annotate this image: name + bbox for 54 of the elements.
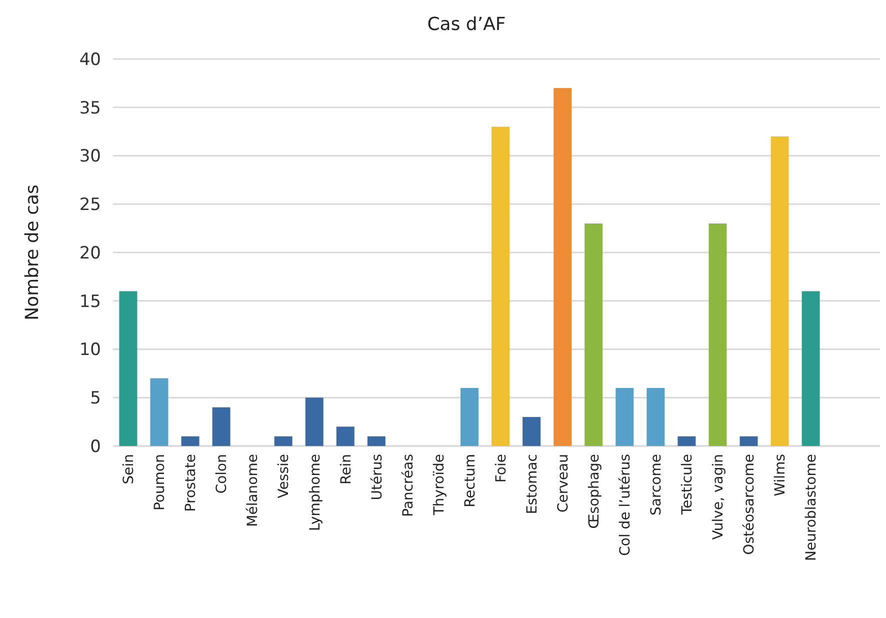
x-tick-label: Wilms	[772, 454, 789, 496]
x-tick-label: Thyroïde	[431, 454, 448, 516]
bar	[708, 223, 727, 446]
x-tick-label: Rectum	[462, 454, 478, 508]
bar	[492, 126, 510, 446]
bar	[802, 291, 820, 446]
bar	[460, 388, 478, 446]
bar	[367, 436, 386, 446]
x-tick-label: Utérus	[369, 454, 386, 500]
y-tick-label: 0	[90, 436, 101, 457]
x-tick-label: Estomac	[524, 454, 540, 514]
bar	[336, 426, 354, 446]
y-tick-label: 5	[90, 388, 101, 409]
x-tick-label: Prostate	[183, 454, 200, 512]
bar	[181, 436, 200, 446]
bar	[212, 407, 230, 446]
x-tick-label: Foie	[493, 454, 510, 483]
x-tick-label: Lymphome	[307, 454, 324, 532]
x-tick-label: Cerveau	[555, 454, 572, 512]
bar	[522, 416, 541, 446]
x-tick-label: Neuroblastome	[804, 454, 820, 561]
bar	[646, 388, 665, 446]
x-tick-label: Colon	[214, 454, 230, 494]
bar	[274, 436, 292, 446]
x-tick-label: Mélanome	[245, 454, 262, 527]
bar	[616, 388, 634, 446]
y-tick-label: 10	[79, 340, 101, 360]
y-tick-label: 30	[79, 146, 101, 167]
x-tick-label: Rein	[338, 454, 354, 484]
bar	[305, 398, 324, 446]
x-tick-label: Testicule	[680, 454, 696, 516]
bar	[554, 88, 572, 446]
y-axis-title: Nombre de cas	[22, 184, 43, 320]
x-tick-label: Vulve, vagin	[710, 454, 727, 540]
y-tick-label: 20	[79, 243, 101, 264]
x-tick-label: Pancréas	[400, 454, 416, 517]
y-tick-label: 15	[79, 292, 101, 312]
x-tick-label: Vessie	[276, 454, 292, 498]
bar	[150, 378, 168, 446]
x-tick-label: Sarcome	[648, 454, 665, 516]
y-tick-label: 25	[79, 195, 101, 216]
x-tick-label: Poumon	[152, 454, 168, 510]
bar	[119, 291, 138, 446]
x-tick-label: Ostéosarcome	[742, 454, 758, 555]
bar	[740, 436, 758, 446]
bar	[770, 136, 789, 446]
x-tick-label: Œsophage	[586, 454, 603, 529]
bar	[584, 223, 603, 446]
bar	[678, 436, 696, 446]
y-tick-label: 40	[79, 50, 101, 70]
chart-title: Cas d’AF	[427, 14, 506, 35]
y-tick-label: 35	[79, 98, 101, 118]
x-tick-label: Col de l’utérus	[618, 454, 634, 556]
x-tick-label: Sein	[121, 454, 138, 484]
